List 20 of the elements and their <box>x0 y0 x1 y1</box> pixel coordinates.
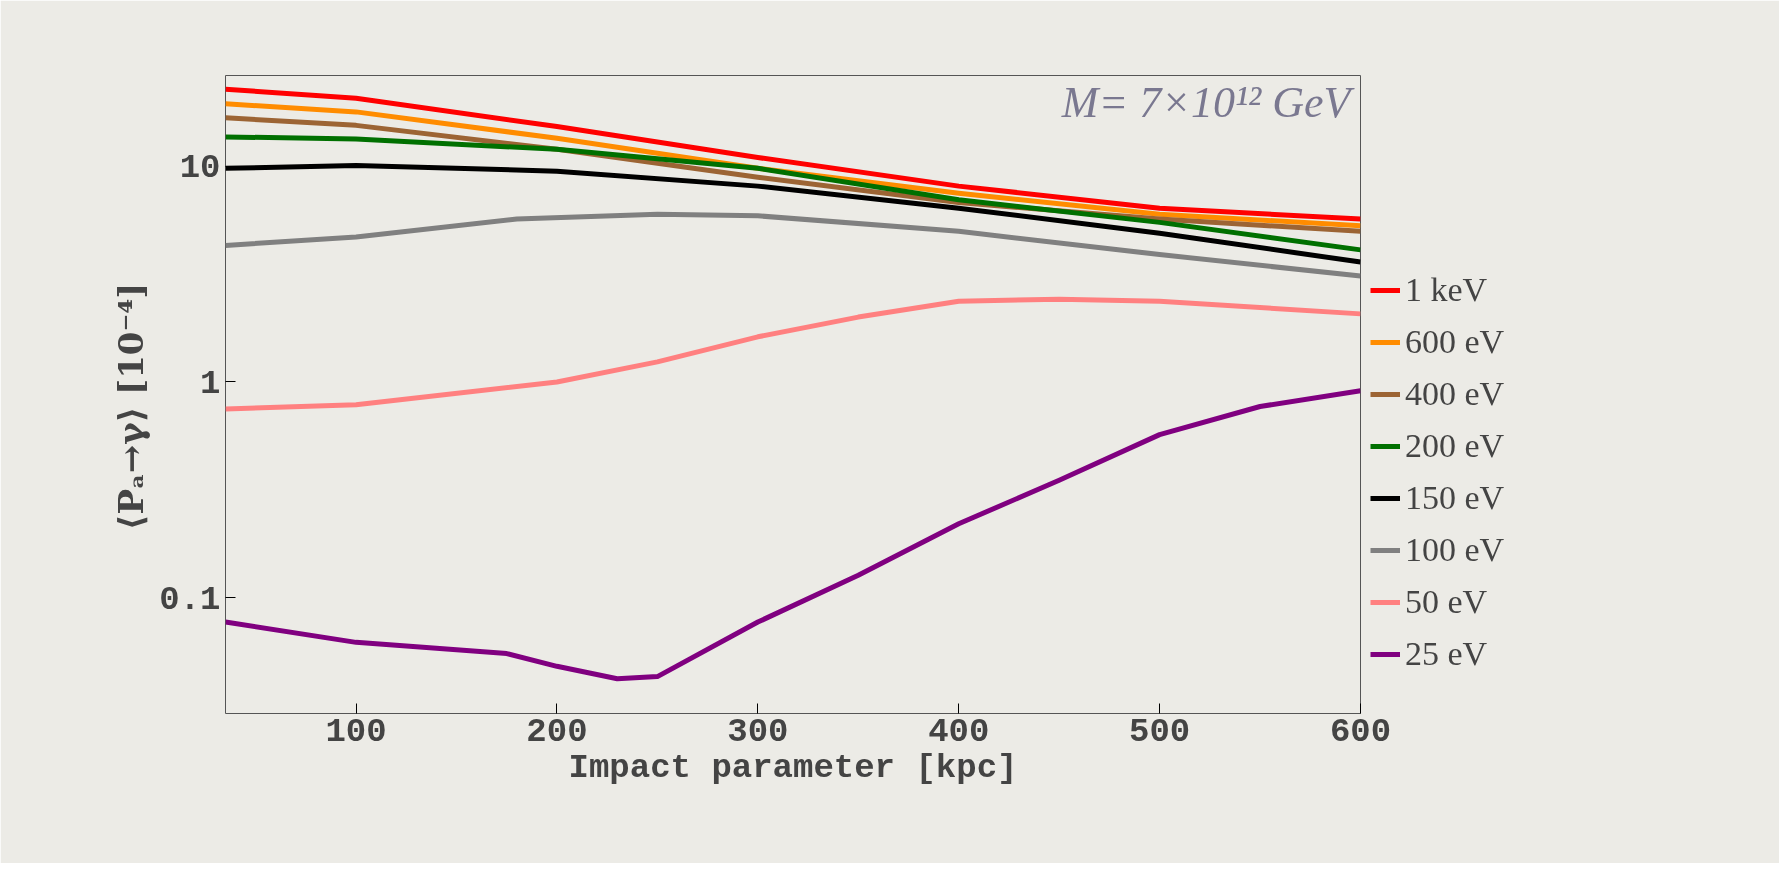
legend-label: 1 keV <box>1405 271 1488 309</box>
y-tick-label: 10 <box>179 149 221 188</box>
legend-label: 25 eV <box>1405 635 1488 673</box>
legend-label: 400 eV <box>1405 375 1505 413</box>
legend-label: 150 eV <box>1405 479 1505 517</box>
legend-label: 600 eV <box>1405 323 1505 361</box>
x-tick-label: 300 <box>727 712 789 751</box>
legend-label: 50 eV <box>1405 583 1488 621</box>
legend-label: 200 eV <box>1405 427 1505 465</box>
x-tick-label: 500 <box>1129 712 1191 751</box>
x-tick-label: 200 <box>526 712 588 751</box>
x-tick-label: 100 <box>325 712 387 751</box>
x-tick-label: 400 <box>928 712 990 751</box>
y-axis-title: ⟨Pₐ→γ⟩ [10⁻⁴] <box>111 282 152 531</box>
x-tick-label: 600 <box>1329 712 1392 751</box>
annotation: M= 7×10¹² GeV <box>1060 78 1356 128</box>
legend-label: 100 eV <box>1405 531 1505 569</box>
y-tick-label: 0.1 <box>159 580 221 619</box>
y-tick-label: 1 <box>200 365 221 403</box>
x-axis-title: Impact parameter [kpc] <box>568 748 1018 787</box>
